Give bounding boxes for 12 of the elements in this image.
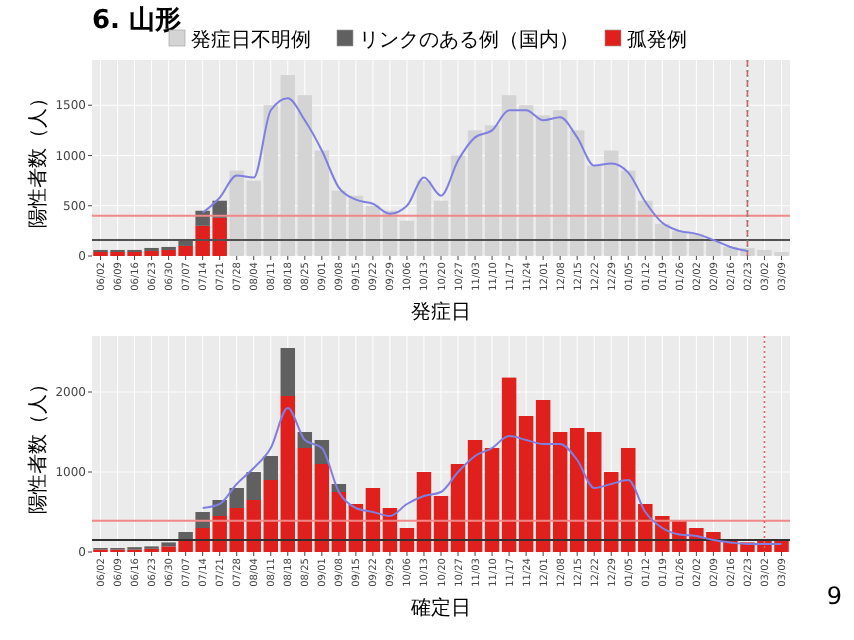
line-series — [201, 97, 749, 252]
legend-label: 孤発例 — [627, 28, 687, 52]
line-series — [201, 407, 783, 545]
legend-label: リンクのある例（国内） — [359, 28, 579, 52]
legend-label: 発症日不明例 — [191, 28, 311, 52]
chart-title: 6. 山形 — [92, 6, 182, 36]
text: 9 — [826, 582, 842, 610]
x-axis-title: 発症日 — [411, 300, 471, 324]
y-axis-title: 陽性者数（人） — [26, 374, 50, 514]
y-axis-title: 陽性者数（人） — [26, 88, 50, 228]
x-axis-title: 確定日 — [409, 596, 471, 620]
bar — [280, 348, 296, 396]
